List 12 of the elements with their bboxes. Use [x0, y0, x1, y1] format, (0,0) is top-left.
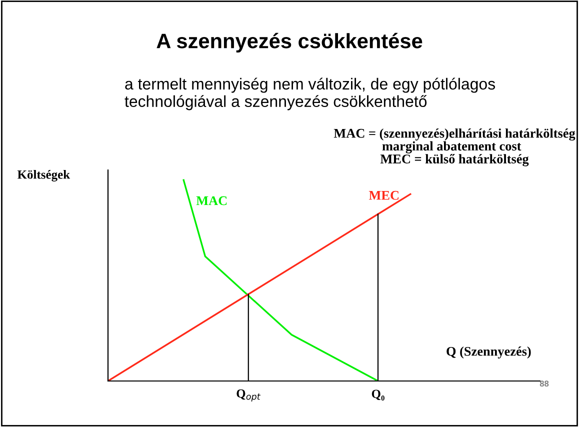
text: MAC = (szennyezés)elhárítási határköltség — [334, 128, 576, 141]
chart-subtitle: a termelt mennyiség nem változik, de egy pótlólagos technológiával a szennyezés csökkenthető — [124, 78, 496, 110]
annotation: 88 — [540, 380, 549, 387]
x-tick-label: Q$_{opt}$ — [236, 389, 261, 402]
series-label: MAC — [196, 196, 227, 206]
y-axis-title: Költségek — [17, 170, 70, 182]
text: marginal abatement cost — [382, 141, 522, 154]
x-axis-title: Q (Szennyezés) — [446, 346, 531, 359]
text: MEC = külső határköltség — [380, 154, 529, 166]
chart-title: A szennyezés csökkentése — [156, 32, 422, 52]
series-label: MEC — [368, 190, 399, 200]
x-tick-label: Q₀ — [372, 390, 384, 401]
